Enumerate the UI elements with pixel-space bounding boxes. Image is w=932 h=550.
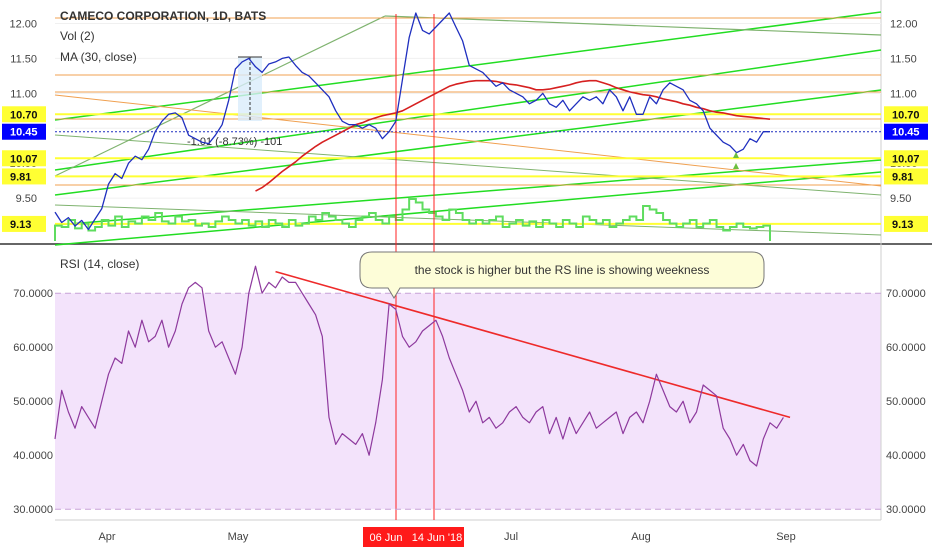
up-arrow-icon bbox=[733, 152, 739, 158]
price-series bbox=[54, 12, 770, 231]
price-badge-label: 9.81 bbox=[10, 171, 31, 183]
chart-title: CAMECO CORPORATION, 1D, BATS bbox=[60, 9, 266, 23]
volume-step bbox=[54, 198, 771, 241]
price-badge-label: 10.45 bbox=[10, 127, 38, 139]
y-tick-right: 12.00 bbox=[890, 18, 918, 30]
x-label-sep: Sep bbox=[776, 531, 796, 543]
rsi-tick-right: 40.0000 bbox=[886, 450, 926, 462]
price-badge-label: 9.13 bbox=[10, 219, 31, 231]
horizontal-levels[interactable] bbox=[55, 113, 881, 225]
rsi-axis[interactable]: 30.0000 30.0000 40.0000 40.0000 50.0000 50.00… bbox=[13, 288, 926, 516]
rsi-tick-left: 40.0000 bbox=[13, 450, 53, 462]
price-badge-label: 10.70 bbox=[10, 109, 38, 121]
x-highlight-14-jun: 14 Jun '18 bbox=[412, 532, 462, 544]
price-badge-label: 10.07 bbox=[892, 153, 920, 165]
price-badge bbox=[2, 150, 46, 167]
price-badge bbox=[884, 106, 928, 123]
price-badge-label: 10.70 bbox=[892, 109, 920, 121]
volume-histogram bbox=[54, 198, 771, 241]
up-arrow-icon bbox=[733, 163, 739, 169]
x-label-aug: Aug bbox=[631, 531, 651, 543]
price-badge bbox=[884, 150, 928, 167]
rsi-tick-left: 70.0000 bbox=[13, 288, 53, 300]
rsi-tick-right: 70.0000 bbox=[886, 288, 926, 300]
time-axis[interactable]: Apr May Jul Aug Sep 06 Jun 14 Jun '18 bbox=[98, 527, 796, 547]
rsi-tick-right: 60.0000 bbox=[886, 342, 926, 354]
legend-vol[interactable]: Vol (2) bbox=[60, 29, 95, 43]
rsi-series bbox=[54, 265, 784, 467]
price-badge bbox=[2, 106, 46, 123]
annotation-callout[interactable]: the stock is higher but the RS line is s… bbox=[359, 251, 765, 299]
y-tick-left: 12.00 bbox=[9, 18, 37, 30]
price-line bbox=[54, 12, 770, 231]
y-tick-right: 11.00 bbox=[890, 88, 917, 100]
rsi-title[interactable]: RSI (14, close) bbox=[60, 257, 139, 271]
rsi-tick-right: 30.0000 bbox=[886, 504, 926, 516]
y-tick-left: 11.00 bbox=[10, 88, 37, 100]
annotation-text: the stock is higher but the RS line is s… bbox=[415, 263, 710, 277]
rsi-trendline[interactable] bbox=[275, 270, 791, 419]
price-badge bbox=[884, 215, 928, 232]
price-badge bbox=[2, 215, 46, 232]
rsi-tick-right: 50.0000 bbox=[886, 396, 926, 408]
price-badge-label: 9.13 bbox=[892, 219, 913, 231]
price-badge-label: 10.45 bbox=[892, 127, 920, 139]
price-badge bbox=[2, 168, 46, 185]
x-highlight-06-jun: 06 Jun bbox=[369, 532, 402, 544]
ma-series bbox=[255, 79, 771, 192]
rsi-line bbox=[54, 265, 784, 467]
price-badge-label: 9.81 bbox=[892, 171, 913, 183]
ma-30-line bbox=[255, 79, 771, 192]
date-highlight bbox=[363, 527, 464, 547]
price-badge bbox=[884, 168, 928, 185]
price-badge bbox=[2, 123, 46, 140]
x-label-may: May bbox=[228, 531, 249, 543]
rsi-trend-segment bbox=[275, 270, 791, 419]
x-label-jul: Jul bbox=[504, 531, 518, 543]
y-tick-right: 11.50 bbox=[890, 53, 917, 65]
rsi-tick-left: 60.0000 bbox=[13, 342, 53, 354]
y-tick-left: 9.50 bbox=[16, 193, 37, 205]
price-badge bbox=[884, 123, 928, 140]
y-tick-left: 11.50 bbox=[10, 53, 37, 65]
rsi-grid bbox=[55, 292, 881, 510]
drawn-trend-lines[interactable] bbox=[54, 11, 882, 246]
x-label-apr: Apr bbox=[98, 531, 115, 543]
legend-ma[interactable]: MA (30, close) bbox=[60, 50, 137, 64]
measure-label: -1.01 (-8.73%) -101 bbox=[187, 136, 282, 148]
y-tick-right: 9.50 bbox=[890, 193, 911, 205]
rsi-tick-left: 50.0000 bbox=[13, 396, 53, 408]
rsi-tick-left: 30.0000 bbox=[13, 504, 53, 516]
price-badges: 10.70 10.70 10.45 10.45 10.07 10.07 9.81 9.81 9.… bbox=[2, 106, 928, 232]
price-badge-label: 10.07 bbox=[10, 153, 38, 165]
rsi-zone bbox=[55, 293, 881, 510]
